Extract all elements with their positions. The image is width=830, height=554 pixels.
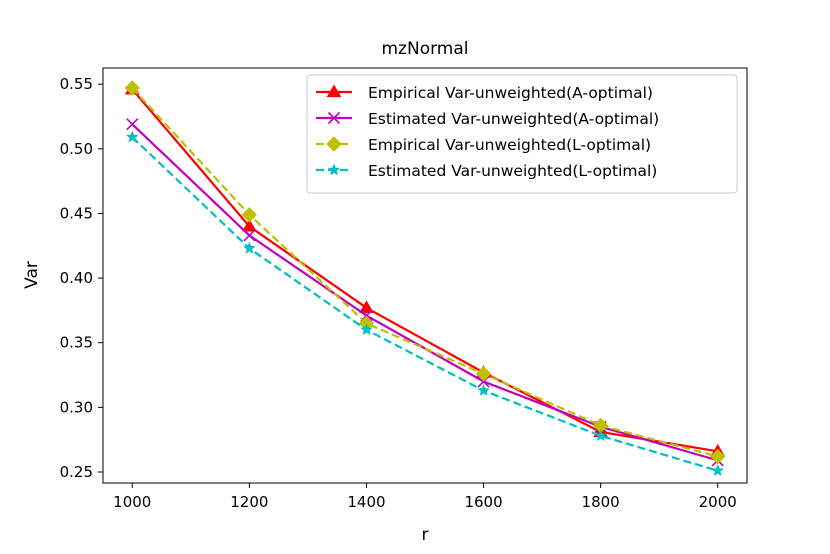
series-line xyxy=(131,136,719,472)
y-tick-label: 0.30 xyxy=(60,398,93,416)
x-axis-label: r xyxy=(422,525,429,545)
x-tick-label: 1200 xyxy=(230,493,268,511)
x-tick-label: 2000 xyxy=(699,493,737,511)
legend: Empirical Var-unweighted(A-optimal) Estim… xyxy=(306,74,738,194)
series-line xyxy=(131,123,719,462)
x-tick-label: 1800 xyxy=(582,493,620,511)
legend-label: Estimated Var-unweighted(A-optimal) xyxy=(368,110,659,128)
data-point xyxy=(360,323,373,336)
data-point xyxy=(594,429,607,442)
legend-marker xyxy=(327,163,341,176)
data-point xyxy=(241,207,258,223)
y-axis-label: Var xyxy=(22,261,42,289)
data-point xyxy=(710,448,726,465)
y-tick-label: 0.55 xyxy=(60,75,93,93)
legend-label: Estimated Var-unweighted(L-optimal) xyxy=(368,162,657,180)
data-point xyxy=(126,118,139,131)
legend-entry: Empirical Var-unweighted(A-optimal) xyxy=(316,84,653,102)
data-point xyxy=(124,80,140,96)
series-line xyxy=(131,88,718,453)
chart-title: mzNormal xyxy=(382,39,469,59)
data-point xyxy=(477,383,490,396)
x-tick-label: 1400 xyxy=(347,493,385,511)
y-tick-label: 0.25 xyxy=(60,463,93,481)
data-point xyxy=(711,464,725,477)
legend-entry: Estimated Var-unweighted(L-optimal) xyxy=(316,162,657,180)
y-axis: 0.25 0.30 0.35 0.40 0.45 0.50 0.55 xyxy=(60,75,103,481)
data-point xyxy=(125,130,139,143)
legend-label: Empirical Var-unweighted(A-optimal) xyxy=(368,84,653,102)
data-point xyxy=(241,218,257,232)
legend-box xyxy=(306,74,738,194)
legend-marker xyxy=(326,136,342,152)
series-4 xyxy=(125,130,725,477)
data-point xyxy=(359,300,374,314)
legend-marker xyxy=(327,111,341,125)
data-point xyxy=(477,375,490,388)
y-tick-label: 0.45 xyxy=(60,204,93,222)
y-tick-label: 0.50 xyxy=(60,140,93,158)
y-tick-label: 0.35 xyxy=(60,334,93,352)
data-point xyxy=(475,366,492,382)
legend-label: Empirical Var-unweighted(L-optimal) xyxy=(368,136,651,154)
data-point xyxy=(243,241,256,254)
series-layer xyxy=(124,80,726,477)
legend-marker xyxy=(326,84,342,98)
series-line xyxy=(131,87,719,458)
x-axis: 1000 1200 1400 1600 1800 2000 xyxy=(113,483,737,511)
y-tick-label: 0.40 xyxy=(60,269,93,287)
x-tick-label: 1000 xyxy=(113,493,151,511)
plot-frame xyxy=(102,67,748,484)
legend-entry: Empirical Var-unweighted(L-optimal) xyxy=(316,136,651,154)
legend-entry: Estimated Var-unweighted(A-optimal) xyxy=(316,110,659,128)
data-point xyxy=(243,229,256,242)
x-tick-label: 1600 xyxy=(464,493,502,511)
